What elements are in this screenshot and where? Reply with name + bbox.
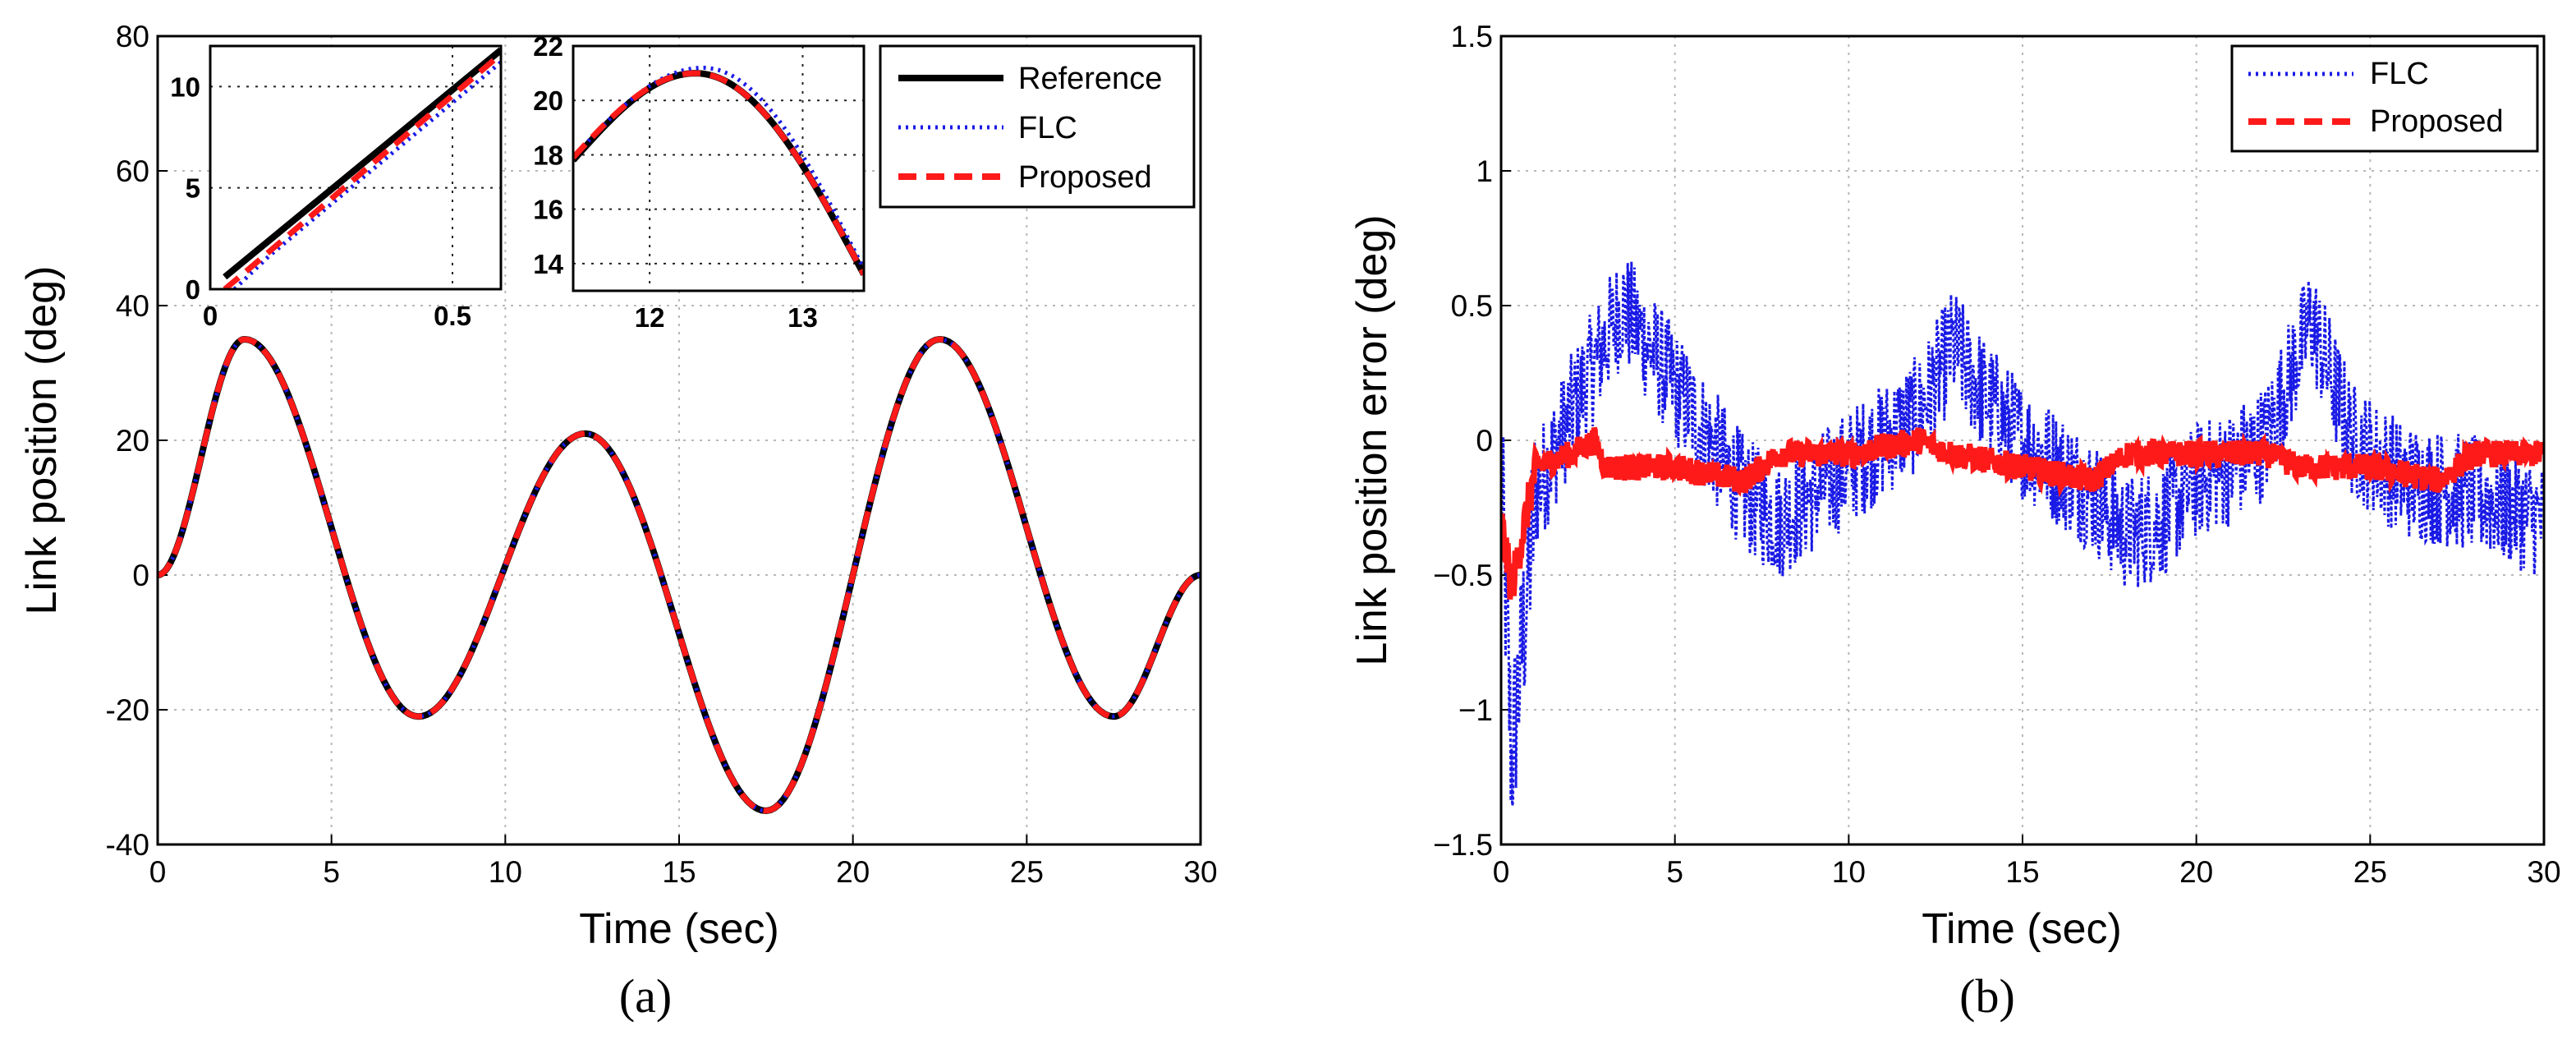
x-tick-label: 5 <box>1666 855 1683 889</box>
y-tick-label: 0.5 <box>1451 289 1493 323</box>
inset-series-flc <box>573 65 864 270</box>
inset-1-frame <box>209 44 503 291</box>
y-tick-label: 80 <box>116 20 149 53</box>
series-line-proposed <box>158 336 1201 814</box>
inset-chart-1: 0 0.5 0 5 10 <box>170 44 503 331</box>
error-series-proposed <box>1501 426 2544 600</box>
legend-label-proposed: Proposed <box>1018 160 1152 195</box>
x-tick-label: 20 <box>836 855 870 889</box>
legend-label-reference: Reference <box>1018 62 1162 96</box>
y-tick-label: 20 <box>116 424 149 458</box>
legend-label-flc: FLC <box>1018 111 1077 145</box>
y-axis-label-a: Link position (deg) <box>18 266 66 615</box>
x-tick-label: 25 <box>2353 855 2387 889</box>
y-tick-label: −1.5 <box>1433 828 1493 862</box>
y-axis-label-b: Link position error (deg) <box>1348 214 1396 665</box>
inset-series-proposed <box>573 70 864 276</box>
series-line-flc <box>158 337 1201 813</box>
y-tick-label: 0 <box>132 559 149 592</box>
y-tick-label: 40 <box>116 289 149 323</box>
inset-1-series <box>223 47 501 289</box>
inset-2-series <box>573 65 864 276</box>
ticks-b: 0 5 10 15 20 25 30 −1.5 −1 −0.5 0 0.5 1 1.5 <box>1433 20 2561 889</box>
x-axis-label-b: Time (sec) <box>1922 905 2122 953</box>
legend-a: Reference FLC Proposed <box>879 44 1196 209</box>
y-tick-label: -40 <box>106 828 149 862</box>
series-lines-b <box>1501 261 2544 807</box>
inset-y-tick-label: 0 <box>186 274 200 305</box>
y-tick-label: 0 <box>1476 424 1493 458</box>
inset-x-tick-label: 0.5 <box>434 301 471 331</box>
legend-label-flc-b: FLC <box>2370 57 2429 91</box>
inset-y-tick-label: 22 <box>533 31 563 62</box>
inset-2-frame <box>572 44 866 292</box>
legend-label-proposed-b: Proposed <box>2370 104 2504 139</box>
inset-2-ticks: 12 13 14 16 18 20 22 <box>533 31 818 333</box>
plot-frame-b <box>1499 35 2546 846</box>
panel-label-b: (b) <box>1959 969 2015 1023</box>
x-tick-label: 10 <box>489 855 522 889</box>
inset-1-ticks: 0 0.5 0 5 10 <box>170 71 471 331</box>
series-lines-a <box>158 335 1201 815</box>
chart-panel-b: 0 5 10 15 20 25 30 −1.5 −1 −0.5 0 0.5 1 1.5 Time (sec… <box>1348 20 2561 1023</box>
inset-chart-2: 12 13 14 16 18 20 22 <box>533 31 866 333</box>
x-tick-label: 15 <box>2005 855 2039 889</box>
x-tick-label: 25 <box>1010 855 1044 889</box>
panel-label-a: (a) <box>619 969 672 1023</box>
x-tick-label: 15 <box>662 855 696 889</box>
x-tick-label: 30 <box>2527 855 2560 889</box>
inset-y-tick-label: 10 <box>170 71 200 102</box>
inset-x-tick-label: 13 <box>787 302 818 333</box>
inset-y-tick-label: 14 <box>533 249 563 279</box>
x-tick-label: 0 <box>1493 855 1510 889</box>
chart-panel-a: 0 5 10 15 20 25 30 -40 -20 0 20 40 60 80 Time (sec) L… <box>18 20 1218 1023</box>
y-tick-label: 1 <box>1476 154 1493 188</box>
inset-series-proposed <box>223 52 501 289</box>
error-series-flc <box>1501 261 2544 807</box>
plot-frame-a <box>156 35 1202 846</box>
y-tick-label: 1.5 <box>1451 20 1493 53</box>
legend-b: FLC Proposed <box>2230 44 2539 153</box>
grid-b <box>1500 35 2545 845</box>
inset-x-tick-label: 12 <box>635 302 665 333</box>
y-tick-label: 60 <box>116 154 149 188</box>
y-tick-label: -20 <box>106 693 149 727</box>
x-axis-label-a: Time (sec) <box>579 905 779 953</box>
inset-y-tick-label: 18 <box>533 140 563 170</box>
x-tick-label: 5 <box>323 855 340 889</box>
y-tick-label: −0.5 <box>1433 559 1493 592</box>
x-tick-label: 30 <box>1183 855 1217 889</box>
x-tick-label: 0 <box>149 855 167 889</box>
ticks-a: 0 5 10 15 20 25 30 -40 -20 0 20 40 60 80 <box>106 20 1218 889</box>
inset-series-flc <box>232 60 501 289</box>
inset-y-tick-label: 16 <box>533 195 563 225</box>
x-tick-label: 10 <box>1832 855 1866 889</box>
y-tick-label: −1 <box>1458 693 1493 727</box>
inset-x-tick-label: 0 <box>203 301 218 331</box>
x-tick-label: 20 <box>2179 855 2213 889</box>
inset-series-reference <box>223 47 501 280</box>
inset-y-tick-label: 5 <box>186 173 200 204</box>
inset-y-tick-label: 20 <box>533 85 563 116</box>
